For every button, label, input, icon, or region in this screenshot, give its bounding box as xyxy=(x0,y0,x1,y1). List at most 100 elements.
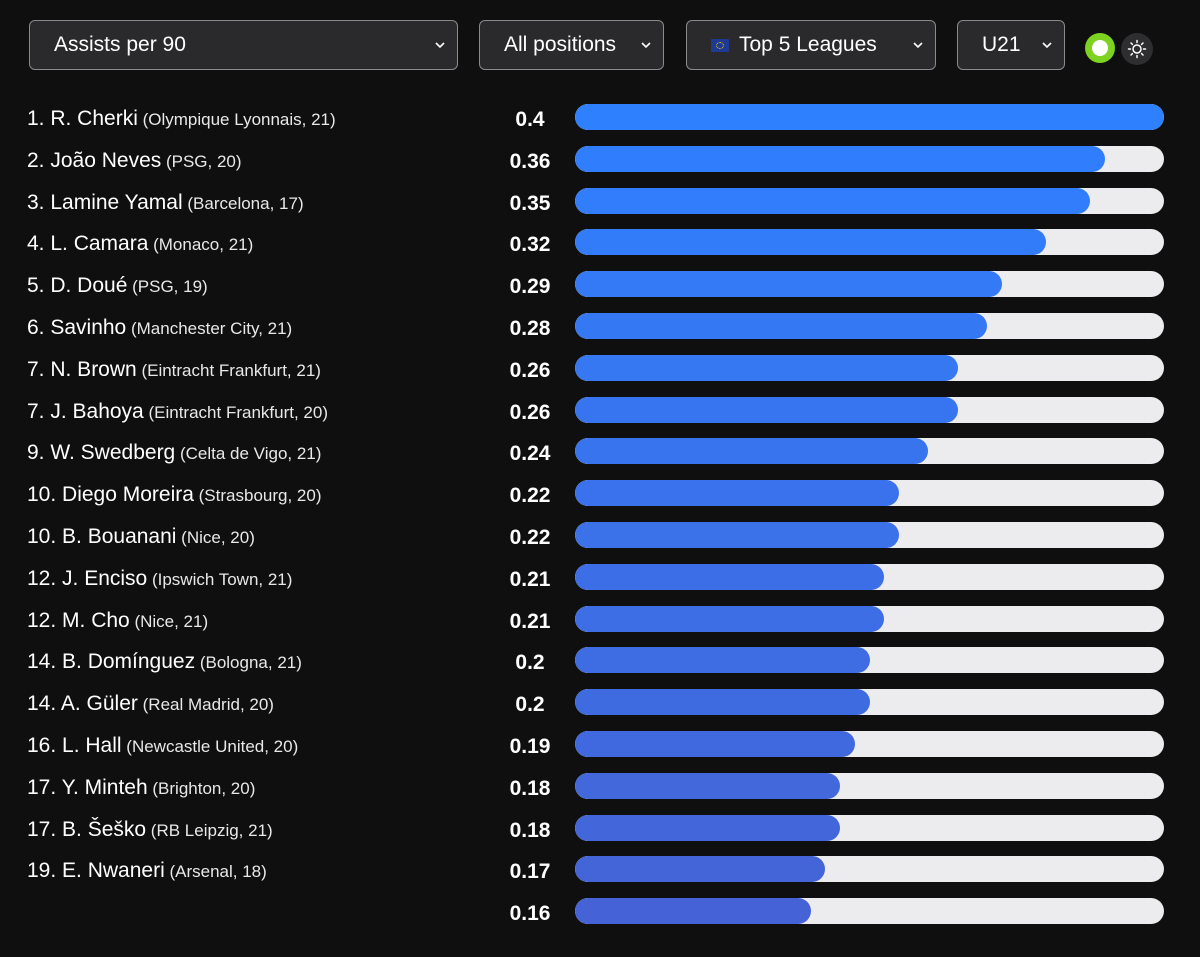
chart-row: 12. J. Enciso (Ipswich Town, 21) 0.21 xyxy=(0,560,1200,602)
chart-row: 10. Diego Moreira (Strasbourg, 20) 0.22 xyxy=(0,476,1200,518)
player-label: 5. D. Doué (PSG, 19) xyxy=(27,274,208,298)
player-name: 2. João Neves xyxy=(27,148,162,172)
player-name: 16. L. Hall xyxy=(27,734,122,757)
bar xyxy=(575,187,1091,214)
chart-row: 9. W. Swedberg (Celta de Vigo, 21) 0.24 xyxy=(0,434,1200,476)
bar-track xyxy=(575,689,1164,716)
bar xyxy=(575,563,885,590)
player-label: 19. E. Nwaneri (Arsenal, 18) xyxy=(27,859,267,883)
player-label: 6. Savinho (Manchester City, 21) xyxy=(27,316,292,340)
eu-flag-icon xyxy=(711,38,729,52)
chart-row: 6. Savinho (Manchester City, 21) 0.28 xyxy=(0,309,1200,351)
bar-track xyxy=(575,772,1164,799)
player-name: 17. B. Šeško xyxy=(27,817,147,841)
player-label: 17. B. Šeško (RB Leipzig, 21) xyxy=(27,818,273,842)
toggle-knob xyxy=(1092,40,1108,56)
bar-track xyxy=(575,187,1164,214)
sun-icon xyxy=(1127,39,1147,59)
player-label: 16. L. Hall (Newcastle United, 20) xyxy=(27,734,298,758)
bar-track xyxy=(575,856,1164,883)
data-label: 0.21 xyxy=(509,609,551,633)
player-name: 6. Savinho xyxy=(27,316,127,339)
position-select[interactable]: All positions xyxy=(479,20,664,70)
player-name: 14. B. Domínguez xyxy=(27,650,196,674)
bar xyxy=(575,271,1003,298)
data-label: 0.2 xyxy=(515,651,545,675)
bar-track xyxy=(575,313,1164,339)
bar xyxy=(575,647,870,674)
chevron-down-icon xyxy=(913,42,923,49)
player-meta: (Ipswich Town, 21) xyxy=(147,569,293,589)
player-meta: (Celta de Vigo, 21) xyxy=(175,444,322,464)
chart-row: 7. J. Bahoya (Eintracht Frankfurt, 20) 0.… xyxy=(0,393,1200,435)
player-name: 10. Diego Moreira xyxy=(27,483,194,507)
player-meta: (Eintracht Frankfurt, 21) xyxy=(136,360,321,380)
chart-row: 1. R. Cherki (Olympique Lyonnais, 21) 0.4 xyxy=(0,100,1200,142)
bar xyxy=(575,229,1047,256)
bar-track xyxy=(575,271,1164,298)
chart-row: 14. A. Güler (Real Madrid, 20) 0.2 xyxy=(0,685,1200,727)
data-label: 0.19 xyxy=(509,735,551,758)
player-label: 14. B. Domínguez (Bologna, 21) xyxy=(27,650,302,674)
player-meta: (Bologna, 21) xyxy=(195,653,302,673)
bar-track xyxy=(575,480,1164,507)
player-meta: (PSG, 19) xyxy=(127,277,208,297)
player-name: 9. W. Swedberg xyxy=(27,441,176,465)
player-meta: (Manchester City, 21) xyxy=(126,319,293,338)
league-select-value: Top 5 Leagues xyxy=(739,33,877,56)
toggle-switch[interactable] xyxy=(1085,33,1115,63)
player-name: 10. B. Bouanani xyxy=(27,525,177,548)
bar-track xyxy=(575,814,1164,841)
player-meta: (Real Madrid, 20) xyxy=(137,695,274,715)
chart-row: 14. B. Domínguez (Bologna, 21) 0.2 xyxy=(0,643,1200,685)
bar-track xyxy=(575,522,1164,548)
bar-track xyxy=(575,354,1164,381)
data-label: 0.26 xyxy=(509,400,551,424)
chart-row: 7. N. Brown (Eintracht Frankfurt, 21) 0.2… xyxy=(0,351,1200,393)
player-name: 12. M. Cho xyxy=(27,608,130,632)
player-name: 19. E. Nwaneri xyxy=(27,859,165,883)
bar-track xyxy=(575,438,1164,465)
player-name: 12. J. Enciso xyxy=(27,566,148,590)
bar xyxy=(575,772,841,799)
player-label: 9. W. Swedberg (Celta de Vigo, 21) xyxy=(27,441,321,465)
player-label: 2. João Neves (PSG, 20) xyxy=(27,149,242,173)
data-label: 0.18 xyxy=(509,818,551,842)
bar xyxy=(575,438,929,465)
player-label: 7. N. Brown (Eintracht Frankfurt, 21) xyxy=(27,358,321,382)
player-meta: (Nice, 21) xyxy=(129,611,209,631)
age-select[interactable]: U21 xyxy=(957,20,1065,70)
bar-track xyxy=(575,145,1164,172)
chart-row: 4. L. Camara (Monaco, 21) 0.32 xyxy=(0,225,1200,267)
bar-track xyxy=(575,898,1164,925)
bar xyxy=(575,313,988,339)
chevron-down-icon xyxy=(1042,42,1052,49)
data-label: 0.22 xyxy=(509,484,551,508)
player-name: 7. N. Brown xyxy=(27,357,137,381)
chevron-down-icon xyxy=(641,42,651,49)
bar xyxy=(575,522,899,548)
bar xyxy=(575,354,958,381)
chart-row: 19. E. Nwaneri (Arsenal, 18) 0.17 xyxy=(0,852,1200,894)
player-meta: (Barcelona, 17) xyxy=(182,193,304,213)
chevron-down-icon xyxy=(435,42,445,49)
bar-track xyxy=(575,229,1164,256)
theme-toggle-button[interactable] xyxy=(1121,33,1153,65)
chart-row: 0.16 xyxy=(0,894,1200,936)
data-label: 0.24 xyxy=(509,442,551,466)
chart-row: 17. Y. Minteh (Brighton, 20) 0.18 xyxy=(0,769,1200,811)
player-label: 7. J. Bahoya (Eintracht Frankfurt, 20) xyxy=(27,400,328,424)
chart-row: 17. B. Šeško (RB Leipzig, 21) 0.18 xyxy=(0,811,1200,853)
stat-select[interactable]: Assists per 90 xyxy=(29,20,458,70)
player-meta: (Brighton, 20) xyxy=(147,778,256,798)
data-label: 0.35 xyxy=(509,191,551,215)
player-label: 10. B. Bouanani (Nice, 20) xyxy=(27,525,255,549)
chart-row: 2. João Neves (PSG, 20) 0.36 xyxy=(0,142,1200,184)
player-name: 5. D. Doué xyxy=(27,274,128,298)
data-label: 0.18 xyxy=(509,776,551,800)
league-select[interactable]: Top 5 Leagues xyxy=(686,20,936,70)
filter-toolbar: Assists per 90 All positions Top 5 Leagu… xyxy=(0,20,1200,72)
player-label: 17. Y. Minteh (Brighton, 20) xyxy=(27,776,255,800)
player-name: 7. J. Bahoya xyxy=(27,399,144,423)
data-label: 0.21 xyxy=(509,567,551,591)
